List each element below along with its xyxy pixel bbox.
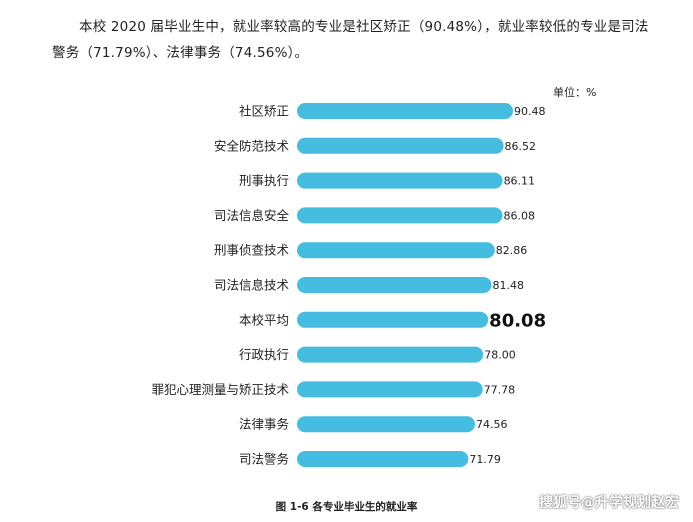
category-label: 罪犯心理测量与矫正技术 (151, 382, 289, 397)
value-label: 71.79 (469, 453, 501, 466)
intro-paragraph: 本校 2020 届毕业生中，就业率较高的专业是社区矫正（90.48%），就业率较… (52, 19, 649, 61)
category-label: 本校平均 (239, 312, 289, 327)
bar-1 (297, 137, 504, 154)
value-label: 81.48 (493, 279, 525, 292)
category-label: 司法信息技术 (214, 278, 290, 293)
bar-6 (297, 311, 489, 328)
bar-8 (297, 381, 483, 398)
category-label: 刑事执行 (239, 173, 289, 188)
category-label: 刑事侦查技术 (214, 243, 290, 258)
unit-label: 单位：% (553, 85, 596, 99)
value-label: 78.00 (484, 349, 516, 362)
value-label: 80.08 (489, 310, 546, 331)
category-label: 安全防范技术 (214, 138, 290, 153)
value-label: 74.56 (476, 418, 508, 431)
category-label: 司法警务 (239, 452, 289, 467)
bar-4 (297, 242, 495, 259)
category-label: 司法信息安全 (214, 208, 290, 223)
value-label: 86.52 (505, 140, 536, 153)
figure-caption: 图 1-6 各专业毕业生的就业率 (275, 501, 418, 513)
value-label: 82.86 (496, 244, 528, 257)
value-label: 86.11 (504, 175, 536, 188)
bar-3 (297, 207, 503, 224)
watermark: 搜狐号@升学规划赵宏 (539, 495, 679, 511)
bar-10 (297, 451, 469, 467)
category-label: 行政执行 (239, 347, 289, 362)
bar-7 (297, 346, 484, 363)
bars-group: 社区矫正 90.48 安全防范技术 86.52 刑事执行 86.11 司法信息安全 86.08… (151, 103, 546, 467)
bar-5 (297, 277, 492, 293)
value-label: 86.08 (503, 209, 535, 222)
value-label: 90.48 (514, 105, 546, 118)
value-label: 77.78 (484, 383, 516, 396)
category-label: 法律事务 (239, 417, 289, 432)
bar-0 (297, 103, 513, 119)
bar-2 (297, 172, 503, 189)
category-label: 社区矫正 (239, 104, 289, 119)
bar-9 (297, 416, 475, 433)
